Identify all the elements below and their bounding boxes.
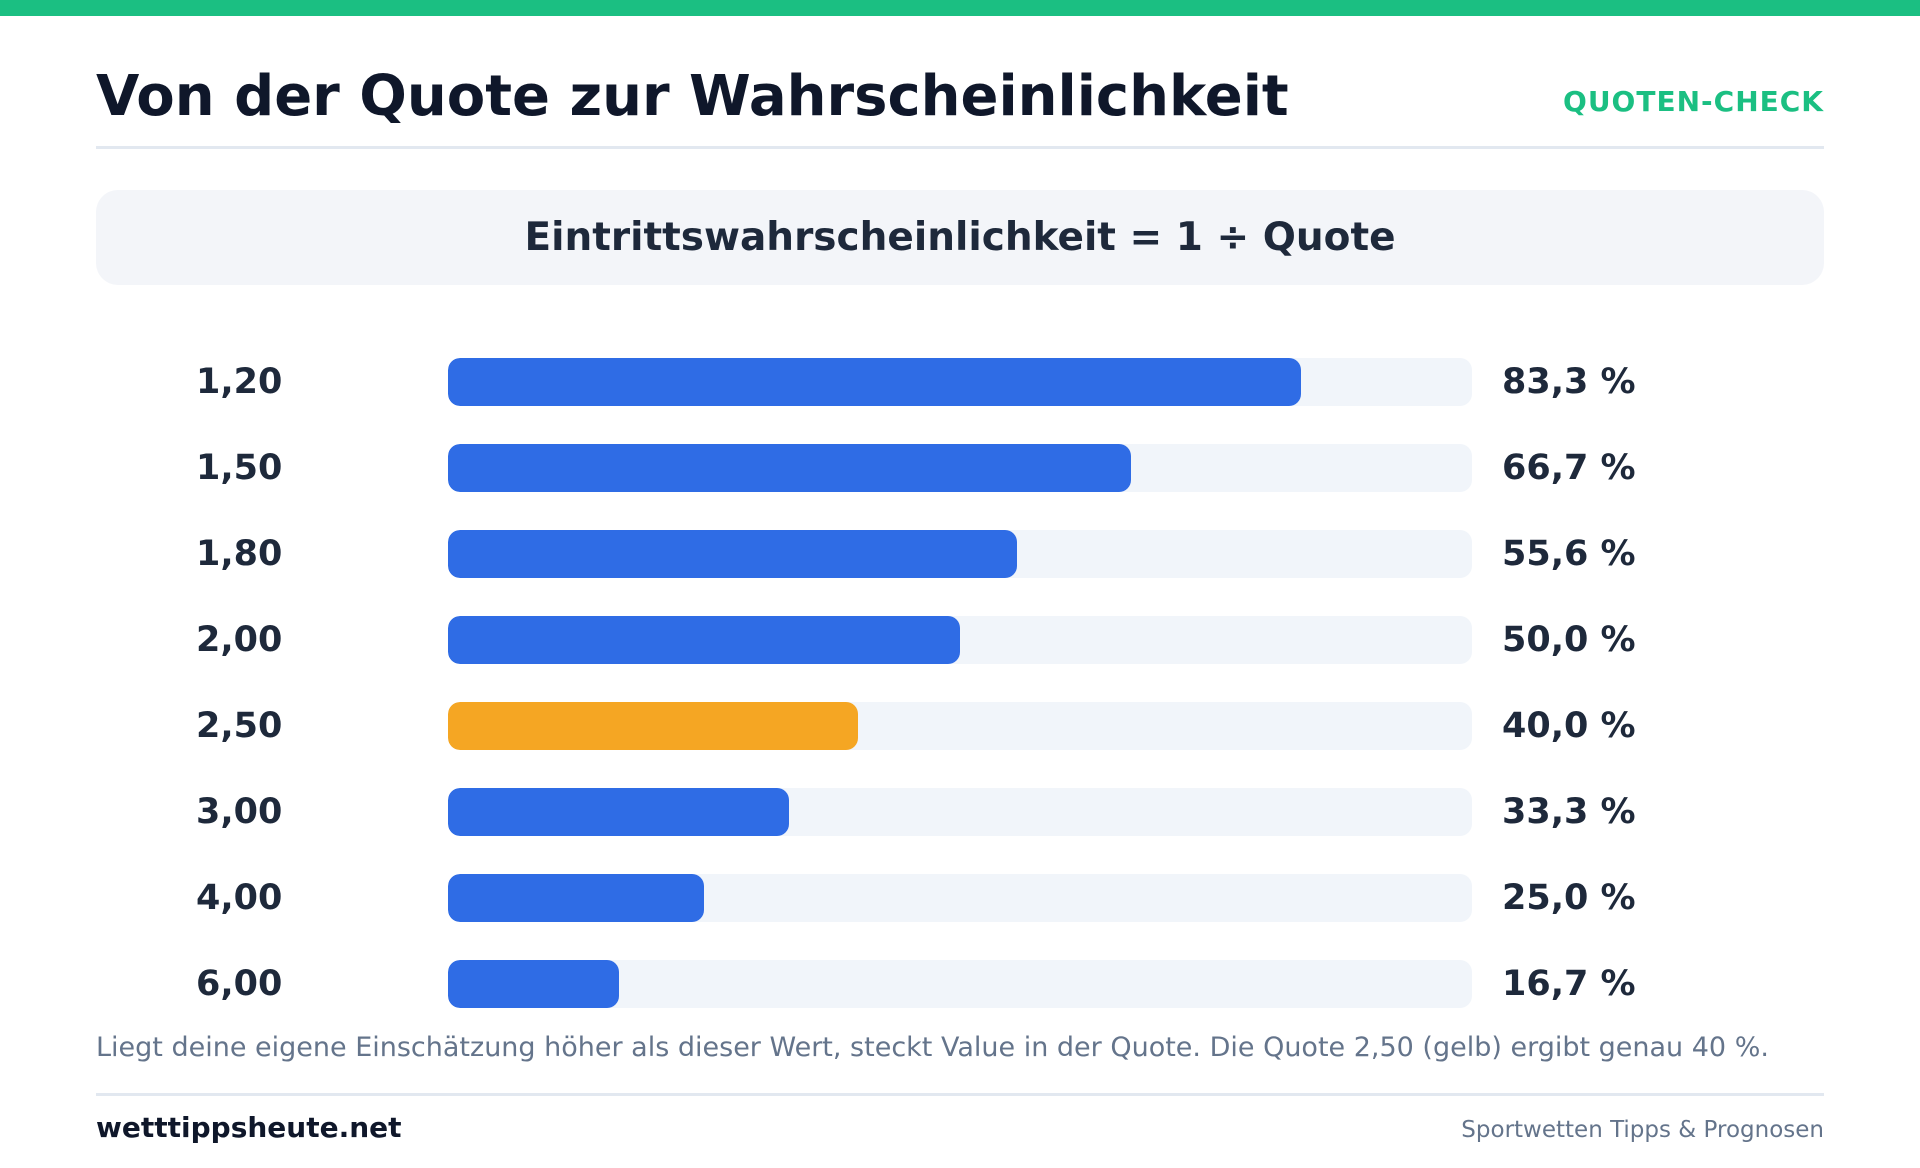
bar-track [448,530,1472,578]
probability-label: 16,7 % [1502,964,1636,1004]
bar-track [448,874,1472,922]
bar-track [448,616,1472,664]
chart-row: 3,00 33,3 % [0,788,1920,836]
bar [448,616,960,664]
bar [448,444,1131,492]
bar-track [448,788,1472,836]
formula-box: Eintrittswahrscheinlichkeit = 1 ÷ Quote [96,190,1824,285]
probability-label: 25,0 % [1502,878,1636,918]
bar [448,874,704,922]
probability-label: 40,0 % [1502,706,1636,746]
odds-label: 6,00 [196,964,283,1004]
chart-row: 1,20 83,3 % [0,358,1920,406]
bar [448,358,1301,406]
probability-label: 55,6 % [1502,534,1636,574]
bar [448,788,789,836]
footer: wetttippsheute.net Sportwetten Tipps & P… [96,1093,1824,1156]
top-accent-bar [0,0,1920,16]
chart-row: 4,00 25,0 % [0,874,1920,922]
chart-row: 1,80 55,6 % [0,530,1920,578]
footer-tagline: Sportwetten Tipps & Prognosen [1461,1117,1824,1143]
chart-row: 6,00 16,7 % [0,960,1920,1008]
brand-tag: QUOTEN-CHECK [1563,85,1824,118]
bar [448,530,1018,578]
probability-label: 50,0 % [1502,620,1636,660]
odds-probability-chart: 1,20 83,3 % 1,50 66,7 % 1,80 55,6 % 2,00 50,0 %… [0,330,1920,1030]
bar [448,960,619,1008]
odds-label: 2,50 [196,706,283,746]
odds-label: 1,80 [196,534,283,574]
chart-note: Liegt deine eigene Einschätzung höher al… [96,1032,1769,1063]
probability-label: 83,3 % [1502,362,1636,402]
bar-track [448,358,1472,406]
chart-row: 2,50 40,0 % [0,702,1920,750]
odds-label: 2,00 [196,620,283,660]
odds-label: 1,50 [196,448,283,488]
footer-brand: wetttippsheute.net [96,1111,402,1144]
chart-row: 1,50 66,7 % [0,444,1920,492]
odds-label: 3,00 [196,792,283,832]
bar-track [448,960,1472,1008]
odds-label: 1,20 [196,362,283,402]
odds-label: 4,00 [196,878,283,918]
probability-label: 33,3 % [1502,792,1636,832]
page-title: Von der Quote zur Wahrscheinlichkeit [96,64,1289,129]
bar-track [448,444,1472,492]
header: Von der Quote zur Wahrscheinlichkeit QUO… [96,56,1824,149]
probability-label: 66,7 % [1502,448,1636,488]
formula-text: Eintrittswahrscheinlichkeit = 1 ÷ Quote [524,215,1396,260]
bar-highlight [448,702,858,750]
bar-track [448,702,1472,750]
chart-row: 2,00 50,0 % [0,616,1920,664]
